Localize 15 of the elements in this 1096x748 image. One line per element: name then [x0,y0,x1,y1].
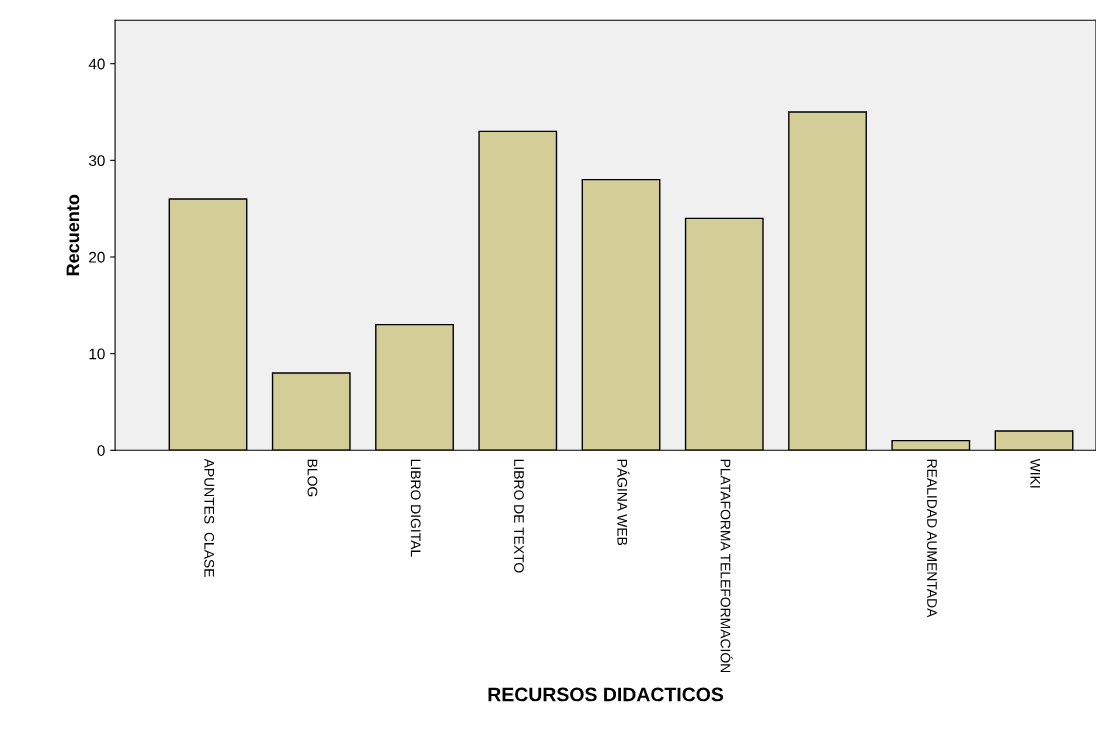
x-tick-label: REALIDAD AUMENTADA [927,459,937,618]
y-tick-label: 40 [88,58,105,70]
y-axis-title: Recuento [66,194,80,276]
x-tick-label: LIBRO DIGITAL [410,459,421,557]
y-tick-label: 30 [88,155,105,167]
x-tick-label: PÁGINA WEB [617,459,630,546]
x-tick-label: APUNTES CLASE [204,458,215,577]
x-tick-label: PLATAFORMA TELEFORMACIÓN [720,459,733,673]
y-tick-label: 20 [89,251,105,263]
y-tick-label: 10 [89,348,105,360]
x-tick-label: BLOG [307,459,318,497]
x-tick-label: WIKI [1030,458,1041,488]
x-tick-label: LIBRO DE TEXTO [514,459,524,573]
y-tick-label: 0 [97,445,105,456]
x-axis-title: RECURSOS DIDACTICOS [488,687,724,702]
